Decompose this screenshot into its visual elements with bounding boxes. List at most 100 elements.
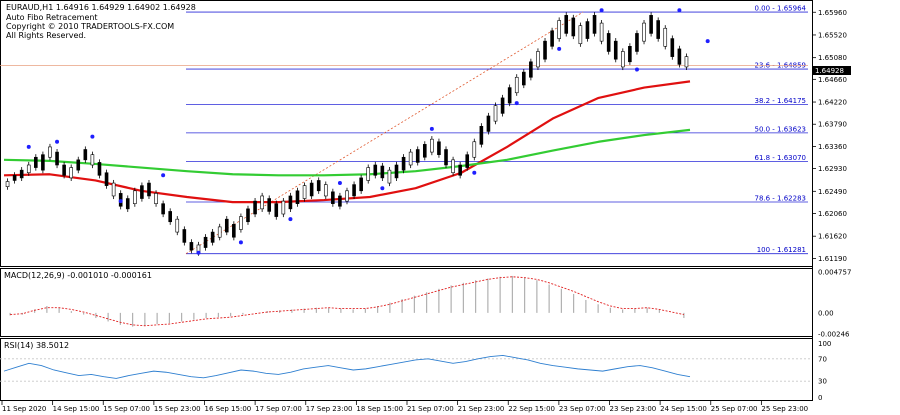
sar-dot	[677, 8, 682, 13]
candle-body	[415, 149, 420, 163]
candle-body	[444, 149, 448, 166]
price-tick-label: 1.62930	[818, 165, 847, 173]
candle-body	[366, 167, 371, 181]
candle-body	[97, 162, 102, 176]
rsi-series	[0, 354, 812, 382]
price-tick-label: 1.65080	[818, 54, 847, 62]
fib-label: 100 - 1.61281	[757, 246, 806, 254]
candle-body	[295, 190, 300, 204]
sar-dot	[380, 186, 385, 191]
candle-body	[472, 141, 477, 158]
macd-series	[9, 275, 685, 327]
sar-dot	[90, 134, 95, 139]
sar-dot	[196, 250, 201, 255]
price-tick-label: 1.63790	[818, 121, 847, 129]
candle-body	[578, 25, 583, 45]
candle-body	[210, 231, 215, 243]
copyright-text: Copyright © 2010 TRADERTOOLS-FX.COM	[6, 22, 174, 31]
candle-body	[621, 51, 625, 68]
sar-dot	[429, 126, 434, 131]
macd-tick-label: 0.00	[818, 309, 834, 317]
candle-body	[55, 151, 59, 166]
candle-body	[529, 61, 533, 78]
sar-dot	[118, 199, 123, 204]
rights-text: All Rights Reserved.	[6, 31, 86, 40]
sar-dot	[161, 173, 166, 178]
current-price-label: 1.64928	[815, 67, 844, 75]
candle-body	[338, 195, 342, 207]
candle-body	[677, 48, 682, 65]
sar-dot	[514, 101, 519, 106]
candle-body	[571, 17, 576, 37]
candle-body	[486, 115, 491, 132]
candle-body	[493, 105, 498, 122]
current-price-box	[813, 66, 851, 75]
candle-body	[168, 211, 172, 223]
candle-body	[316, 180, 321, 192]
candle-body	[507, 87, 512, 104]
time-tick-label: 15 Sep 23:00	[154, 405, 201, 413]
candle-body	[437, 141, 441, 155]
price-tick-label: 1.61620	[818, 233, 847, 241]
candle-body	[62, 164, 66, 176]
sar-dot	[26, 144, 31, 149]
fib-label: 50.0 - 1.63623	[754, 125, 806, 133]
fib-label: 38.2 - 1.64175	[754, 97, 806, 105]
candle-body	[479, 125, 484, 145]
price-tick-label: 1.64220	[818, 99, 847, 107]
candle-body	[606, 33, 611, 52]
time-tick-label: 15 Sep 07:00	[103, 405, 150, 413]
candle-body	[253, 200, 257, 215]
candle-body	[394, 164, 399, 179]
candle-body	[557, 20, 561, 39]
price-tick-label: 1.62490	[818, 188, 847, 196]
time-tick-label: 18 Sep 15:00	[356, 405, 403, 413]
price-ticks: 1.65960 1.65520 1.65080 1.64660 1.64220 1.637…	[812, 9, 847, 263]
sar-dot	[238, 240, 243, 245]
candle-body	[41, 154, 45, 171]
time-tick-label: 17 Sep 07:00	[255, 405, 302, 413]
price-tick-label: 1.65520	[818, 31, 847, 39]
candle-body	[48, 146, 52, 158]
candle-body	[309, 182, 314, 197]
candle-body	[76, 159, 81, 171]
rsi-line	[3, 354, 691, 379]
candle-body	[635, 33, 639, 52]
sar-dot	[288, 217, 293, 222]
candle-body	[140, 185, 144, 199]
candle-body	[642, 22, 646, 42]
candle-body	[182, 229, 187, 243]
candle-body	[451, 159, 455, 174]
macd-tick-label: -0.00246	[818, 331, 850, 339]
candle-body	[217, 226, 222, 238]
candle-body	[564, 15, 569, 34]
candle-body	[281, 200, 286, 215]
macd-signal-line	[10, 276, 684, 327]
price-tick-label: 1.64660	[818, 76, 847, 84]
candle-body	[111, 182, 116, 197]
candle-body	[522, 71, 526, 86]
candle-body	[34, 156, 38, 168]
fib-diagonal	[185, 11, 584, 255]
fib-label: 0.00 - 1.65964	[754, 5, 806, 13]
candle-body	[19, 169, 24, 179]
main-panel	[0, 0, 813, 267]
symbol-line: EURAUD,H1 1.64916 1.64929 1.64902 1.6492…	[6, 3, 196, 12]
candle-body	[465, 154, 470, 168]
candle-body	[125, 198, 130, 210]
indicator-name: Auto Fibo Retracement	[6, 13, 98, 22]
rsi-tick-label: 100	[818, 340, 831, 348]
candle-body	[670, 38, 675, 57]
time-tick-label: 23 Sep 07:00	[559, 405, 606, 413]
time-tick-label: 17 Sep 23:00	[306, 405, 353, 413]
time-tick-label: 23 Sep 23:00	[610, 405, 657, 413]
sar-dot	[557, 46, 562, 51]
price-tick-label: 1.61190	[818, 255, 847, 263]
sar-dot	[705, 39, 710, 44]
candle-body	[543, 40, 547, 60]
candle-body	[246, 208, 250, 223]
candle-body	[649, 15, 653, 34]
sar-dot	[472, 170, 477, 175]
fib-label: 78.6 - 1.62283	[754, 194, 806, 202]
